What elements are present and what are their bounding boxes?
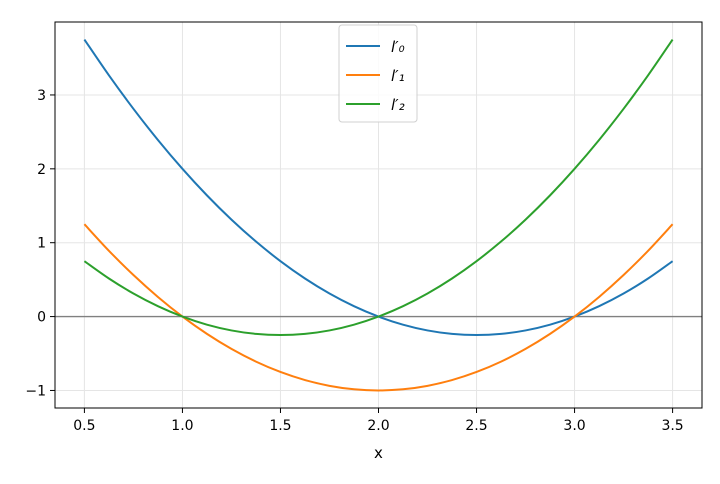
y-tick-label: −1 xyxy=(25,383,46,399)
y-tick-label: 2 xyxy=(37,162,46,178)
legend-label-0: l′₀ xyxy=(391,38,405,56)
x-tick-label: 2.0 xyxy=(367,418,389,434)
x-tick-label: 0.5 xyxy=(73,418,95,434)
legend-label-1: l′₁ xyxy=(391,67,405,85)
legend-box xyxy=(338,24,418,123)
y-axis: −1 0 1 2 3 xyxy=(25,88,55,399)
x-tick-label: 2.5 xyxy=(465,418,487,434)
x-tick-label: 1.0 xyxy=(171,418,193,434)
x-tick-label: 3.0 xyxy=(563,418,585,434)
y-tick-label: 0 xyxy=(37,310,46,326)
x-tick-label: 3.5 xyxy=(661,418,683,434)
y-tick-label: 3 xyxy=(37,88,46,104)
series-line-2 xyxy=(83,38,674,337)
x-axis-label: x xyxy=(374,444,383,462)
x-axis: 0.5 1.0 1.5 2.0 2.5 3.0 3.5 xyxy=(73,408,684,434)
legend: l′₀ l′₁ l′₂ xyxy=(338,24,418,123)
series-group xyxy=(83,38,674,392)
y-tick-label: 1 xyxy=(37,236,46,252)
x-tick-label: 1.5 xyxy=(269,418,291,434)
legend-label-2: l′₂ xyxy=(391,96,405,114)
